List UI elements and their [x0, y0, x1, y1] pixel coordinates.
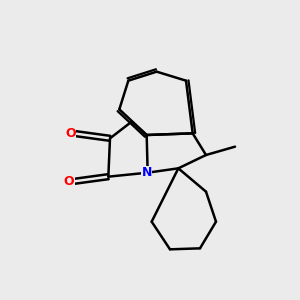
Text: O: O: [63, 175, 74, 188]
Text: N: N: [142, 166, 152, 179]
Text: O: O: [65, 127, 76, 140]
